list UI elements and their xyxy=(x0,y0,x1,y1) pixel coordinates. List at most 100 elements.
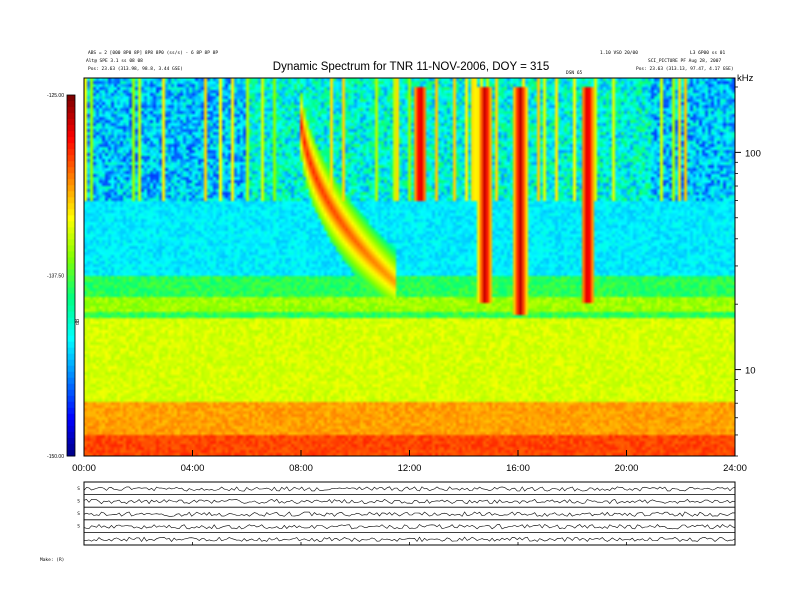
panel-trace xyxy=(83,511,736,517)
colorbar-segment xyxy=(67,125,75,132)
colorbar-segment xyxy=(67,395,75,403)
colorbar-tick-label: -137.50 xyxy=(47,274,64,280)
colorbar-segment xyxy=(67,131,75,138)
colorbar-segment xyxy=(67,179,75,186)
chart-title: Dynamic Spectrum for TNR 11-NOV-2006, DO… xyxy=(273,61,549,73)
colorbar-segment xyxy=(67,239,75,246)
colorbar-segment xyxy=(67,107,75,114)
panel-label: S xyxy=(77,486,80,492)
colorbar-segment xyxy=(67,257,75,264)
colorbar-segment xyxy=(67,431,75,439)
header-left-line1: ABS = 2 [000 8P0 8P] 8P8 8P0 (ss/s) - 6 … xyxy=(88,50,218,56)
y-tick-label: 100 xyxy=(745,148,761,159)
header-mid-label: DSN 65 xyxy=(566,70,583,76)
footer-label: Make: (R) xyxy=(40,557,64,563)
colorbar-segment xyxy=(67,137,75,144)
x-tick-label: 20:00 xyxy=(615,463,639,474)
colorbar-segment xyxy=(67,185,75,192)
x-axis: 00:00 04:00 08:00 12:00 16:00 20:00 24:00 xyxy=(72,450,747,474)
colorbar-segment xyxy=(67,227,75,234)
colorbar-segment xyxy=(67,191,75,198)
header-right-line2: SCI_PICTURE PF Aug 28, 2007 xyxy=(648,58,721,64)
panel-trace xyxy=(83,498,736,505)
colorbar-segment xyxy=(67,173,75,180)
colorbar-segment xyxy=(67,317,75,325)
colorbar: -125.00 -137.50 -150.00 xyxy=(47,93,76,460)
colorbar-segment xyxy=(67,347,75,355)
colorbar-segment xyxy=(67,95,75,102)
colorbar-segment xyxy=(67,197,75,204)
colorbar-segment xyxy=(67,203,75,210)
colorbar-tick-label: -125.00 xyxy=(47,93,64,99)
colorbar-segment xyxy=(67,143,75,150)
colorbar-segment xyxy=(67,221,75,228)
colorbar-segment xyxy=(67,149,75,156)
colorbar-segment xyxy=(67,101,75,108)
header-right-line1: 1.10 VSO 20/00 xyxy=(600,50,638,56)
colorbar-segment xyxy=(67,449,75,457)
panel-trace xyxy=(84,536,736,543)
colorbar-segment xyxy=(67,359,75,367)
colorbar-segment xyxy=(67,281,75,289)
colorbar-segment xyxy=(67,389,75,397)
colorbar-tick-label: -150.00 xyxy=(47,454,64,460)
colorbar-segment xyxy=(67,443,75,451)
colorbar-segment xyxy=(67,365,75,373)
panel-trace xyxy=(83,524,736,530)
colorbar-segment xyxy=(67,353,75,361)
colorbar-segment xyxy=(67,335,75,343)
colorbar-segment xyxy=(67,299,75,307)
colorbar-unit-label: dB xyxy=(75,318,81,325)
panels-frame xyxy=(83,481,736,546)
colorbar-segment xyxy=(67,323,75,331)
x-tick-label: 24:00 xyxy=(723,463,747,474)
header-left-line3: Pos: 23.63 (313.98, 98.8, 3.44 GSE) xyxy=(88,66,183,72)
colorbar-segment xyxy=(67,119,75,126)
colorbar-segment xyxy=(67,419,75,427)
x-tick-label: 04:00 xyxy=(181,463,205,474)
panel-label: S xyxy=(77,498,80,504)
x-tick-label: 00:00 xyxy=(72,463,96,474)
x-tick-label: 08:00 xyxy=(289,463,313,474)
colorbar-segment xyxy=(67,437,75,445)
colorbar-segment xyxy=(67,113,75,120)
x-tick-label: 12:00 xyxy=(398,463,422,474)
y-unit-label: kHz xyxy=(737,73,754,84)
colorbar-segment xyxy=(67,269,75,276)
colorbar-segment xyxy=(67,329,75,337)
x-tick-label: 16:00 xyxy=(506,463,530,474)
colorbar-segment xyxy=(67,251,75,258)
colorbar-segment xyxy=(67,293,75,301)
colorbar-segment xyxy=(67,275,75,283)
header-right-line3: Pos: 23.63 (313.13, 97.47, 4.17 GSE) xyxy=(636,66,734,72)
colorbar-segment xyxy=(67,287,75,295)
colorbar-segment xyxy=(67,311,75,319)
panel-label: S xyxy=(77,524,80,530)
colorbar-segment xyxy=(67,383,75,391)
colorbar-segment xyxy=(67,263,75,270)
colorbar-segment xyxy=(67,425,75,433)
colorbar-segment xyxy=(67,245,75,252)
spectrogram-image xyxy=(84,78,735,456)
colorbar-segment xyxy=(67,209,75,216)
colorbar-segment xyxy=(67,233,75,240)
header-far-right: L3 6P00 ss 01 xyxy=(690,50,726,56)
panel-label: S xyxy=(77,511,80,517)
colorbar-segment xyxy=(67,401,75,409)
colorbar-segment xyxy=(67,155,75,162)
colorbar-segment xyxy=(67,413,75,421)
colorbar-segment xyxy=(67,215,75,222)
header-left-line2: Alt@ SPE 3.1 ss 08 08 xyxy=(86,58,143,64)
colorbar-segment xyxy=(67,341,75,349)
colorbar-segment xyxy=(67,407,75,415)
panel-trace xyxy=(83,486,736,492)
colorbar-segment xyxy=(67,371,75,379)
y-tick-label: 10 xyxy=(745,366,756,377)
spectrogram xyxy=(84,78,735,456)
y-axis: 100 10 xyxy=(735,86,761,457)
colorbar-segment xyxy=(67,161,75,168)
colorbar-frame xyxy=(66,94,76,457)
colorbar-segment xyxy=(67,167,75,174)
